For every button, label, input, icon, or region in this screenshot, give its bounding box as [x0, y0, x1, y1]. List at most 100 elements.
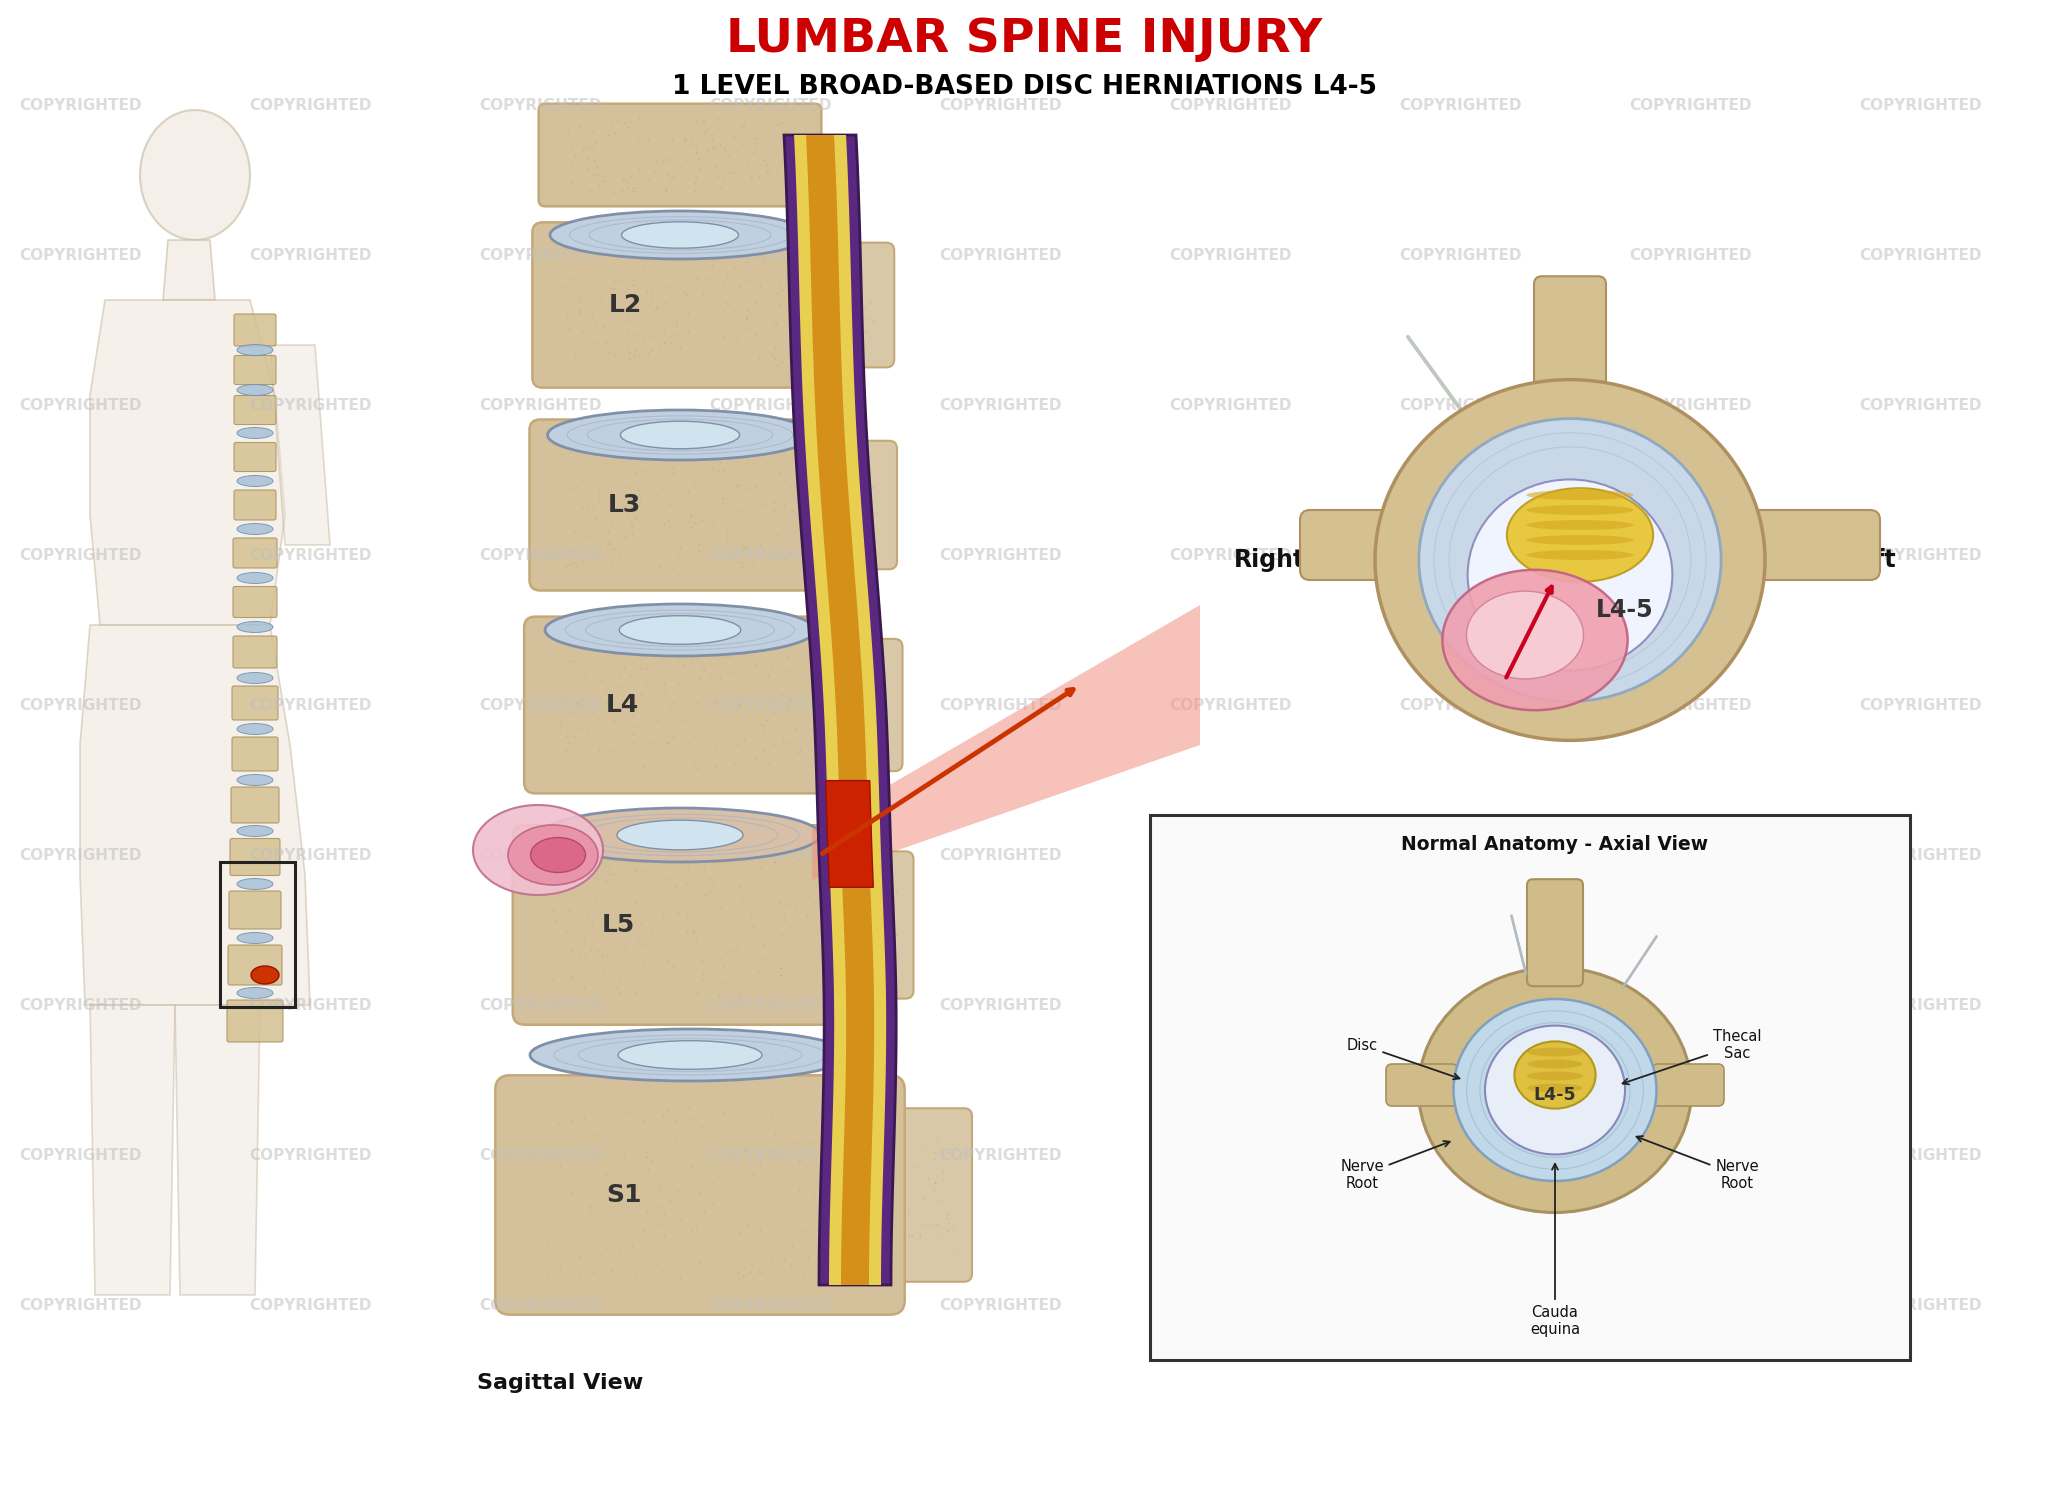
Point: [584, 481, 616, 505]
Point: [829, 335, 862, 359]
Text: COPYRIGHTED: COPYRIGHTED: [938, 398, 1061, 413]
Point: [682, 532, 715, 556]
Point: [625, 440, 657, 463]
Point: [799, 658, 831, 682]
Point: [856, 718, 889, 742]
Text: COPYRIGHTED: COPYRIGHTED: [479, 848, 602, 863]
Point: [694, 662, 727, 686]
Point: [686, 109, 719, 133]
Point: [860, 499, 893, 523]
Point: [575, 437, 608, 460]
Point: [563, 945, 596, 969]
Point: [782, 286, 815, 309]
Point: [645, 631, 678, 655]
Point: [631, 1200, 664, 1224]
Point: [731, 1212, 764, 1236]
Point: [793, 332, 825, 356]
Point: [580, 154, 612, 178]
Ellipse shape: [238, 879, 272, 890]
Point: [823, 1190, 856, 1214]
FancyBboxPatch shape: [1300, 510, 1440, 580]
Point: [713, 644, 745, 668]
Point: [602, 236, 635, 260]
Text: COPYRIGHTED: COPYRIGHTED: [1399, 547, 1522, 562]
Ellipse shape: [1526, 490, 1634, 499]
Point: [791, 904, 823, 928]
Point: [629, 858, 662, 882]
Point: [932, 1220, 965, 1244]
Point: [623, 126, 655, 150]
Ellipse shape: [1528, 1048, 1583, 1057]
Text: COPYRIGHTED: COPYRIGHTED: [479, 547, 602, 562]
Point: [659, 1129, 692, 1153]
Text: COPYRIGHTED: COPYRIGHTED: [1860, 997, 1980, 1012]
Point: [758, 845, 791, 869]
Text: COPYRIGHTED: COPYRIGHTED: [248, 97, 371, 112]
Ellipse shape: [1526, 505, 1634, 514]
Point: [834, 535, 866, 559]
FancyBboxPatch shape: [227, 945, 283, 985]
Point: [655, 127, 688, 151]
Point: [575, 909, 608, 933]
Point: [768, 544, 801, 568]
Point: [903, 1223, 936, 1247]
Point: [922, 1126, 954, 1150]
Ellipse shape: [238, 774, 272, 785]
Point: [653, 492, 686, 516]
Text: COPYRIGHTED: COPYRIGHTED: [1860, 547, 1980, 562]
Point: [590, 869, 623, 893]
Point: [764, 274, 797, 298]
Point: [649, 680, 682, 704]
Point: [793, 964, 825, 988]
FancyBboxPatch shape: [229, 891, 281, 928]
Point: [678, 919, 711, 943]
Point: [635, 338, 668, 362]
Text: COPYRIGHTED: COPYRIGHTED: [18, 547, 141, 562]
Point: [778, 896, 811, 919]
Point: [541, 855, 573, 879]
Ellipse shape: [238, 673, 272, 683]
Point: [758, 851, 791, 875]
Point: [760, 312, 793, 336]
Point: [678, 511, 711, 535]
Point: [764, 111, 797, 135]
Point: [588, 1145, 621, 1169]
Point: [653, 526, 686, 550]
Text: COPYRIGHTED: COPYRIGHTED: [479, 398, 602, 413]
Point: [649, 176, 682, 200]
Point: [733, 317, 766, 341]
Point: [590, 1162, 623, 1186]
Point: [768, 132, 801, 155]
Text: COPYRIGHTED: COPYRIGHTED: [248, 848, 371, 863]
Text: COPYRIGHTED: COPYRIGHTED: [1628, 398, 1751, 413]
Point: [723, 695, 756, 719]
Point: [618, 268, 651, 292]
Point: [743, 1217, 776, 1241]
Point: [559, 342, 592, 366]
Point: [610, 176, 643, 200]
Point: [618, 1120, 651, 1144]
Point: [809, 727, 842, 750]
Point: [756, 1250, 788, 1274]
Point: [674, 1218, 707, 1242]
Point: [612, 115, 645, 139]
Point: [586, 286, 618, 309]
Point: [707, 324, 739, 348]
Text: COPYRIGHTED: COPYRIGHTED: [1169, 1148, 1290, 1163]
Point: [725, 555, 758, 579]
Point: [662, 1118, 694, 1142]
Point: [823, 894, 856, 918]
Text: COPYRIGHTED: COPYRIGHTED: [1860, 248, 1980, 263]
Point: [780, 707, 813, 731]
Point: [887, 1196, 920, 1220]
Point: [795, 329, 827, 353]
FancyBboxPatch shape: [233, 538, 276, 568]
Point: [672, 731, 705, 755]
Point: [614, 163, 647, 187]
Point: [696, 247, 729, 271]
Point: [575, 305, 608, 329]
Point: [649, 292, 682, 315]
Point: [842, 676, 874, 700]
Point: [670, 919, 702, 943]
Point: [707, 459, 739, 483]
